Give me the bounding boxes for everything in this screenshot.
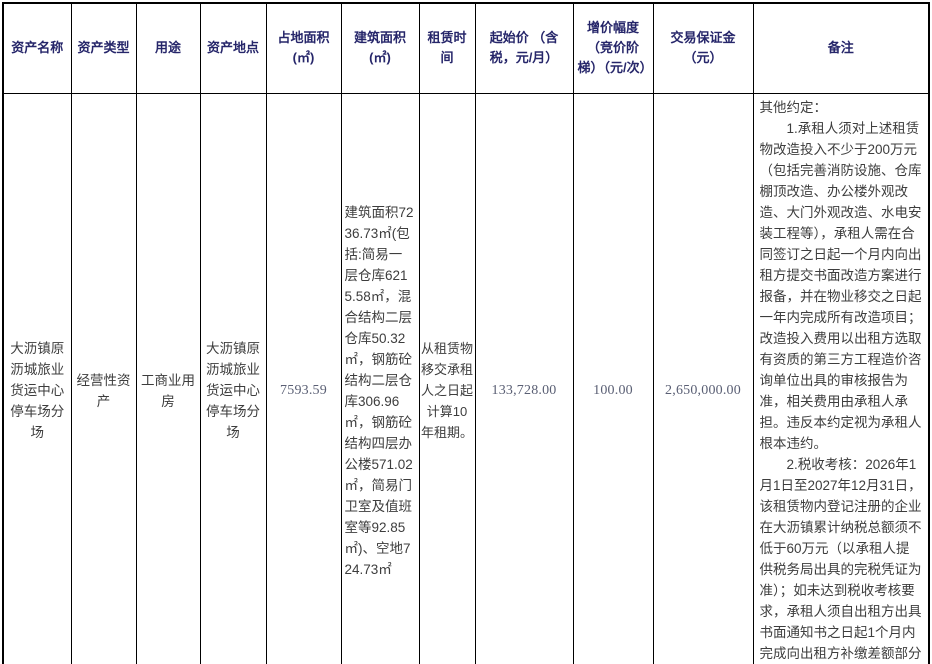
remarks-clause-1: 1.承租人须对上述租赁物改造投入不少于200万元（包括完善消防设施、仓库棚顶改造… [759,120,922,451]
col-header-building-area: 建筑面积 (㎡) [340,2,420,94]
cell-deposit: 2,650,000.00 [652,92,754,664]
col-header-usage: 用途 [135,2,201,94]
cell-usage: 工商业用房 [135,92,201,664]
table-row: 大沥镇原沥城旅业货运中心停车场分场 经营性资产 工商业用房 大沥镇原沥城旅业货运… [2,92,930,664]
col-header-asset-name: 资产名称 [2,2,72,94]
col-header-location: 资产地点 [199,2,267,94]
cell-asset-type: 经营性资产 [70,92,137,664]
cell-building-area: 建筑面积7236.73㎡(包括:简易一层仓库6215.58㎡，混合结构二层仓库5… [340,92,420,664]
col-header-land-area: 占地面积 (㎡) [265,2,342,94]
cell-starting-price: 133,728.00 [474,92,574,664]
table-header-row: 资产名称 资产类型 用途 资产地点 占地面积 (㎡) 建筑面积 (㎡) 租赁时间… [2,2,930,94]
col-header-deposit: 交易保证金 （元） [652,2,754,94]
cell-increment: 100.00 [572,92,654,664]
col-header-lease-term: 租赁时间 [418,2,476,94]
cell-lease-term: 从租赁物移交承租人之日起计算10年租期。 [418,92,476,664]
cell-remarks: 其他约定： 1.承租人须对上述租赁物改造投入不少于200万元（包括完善消防设施、… [752,92,930,664]
col-header-starting-price: 起始价 （含税，元/月） [474,2,574,94]
col-header-asset-type: 资产类型 [70,2,137,94]
remarks-title: 其他约定： [759,99,828,115]
cell-location: 大沥镇原沥城旅业货运中心停车场分场 [199,92,267,664]
cell-asset-name: 大沥镇原沥城旅业货运中心停车场分场 [2,92,72,664]
col-header-increment: 增价幅度 （竞价阶梯）（元/次） [572,2,654,94]
col-header-remarks: 备注 [752,2,930,94]
cell-land-area: 7593.59 [265,92,342,664]
remarks-clause-2: 2.税收考核：2026年1月1日至2027年12月31日，该租赁物内登记注册的企… [759,456,922,661]
